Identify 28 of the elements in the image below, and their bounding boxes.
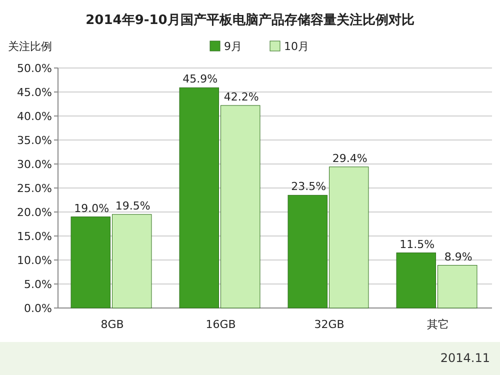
- y-tick-label: 5.0%: [24, 278, 52, 291]
- y-tick-label: 20.0%: [17, 206, 52, 219]
- data-label: 8.9%: [444, 250, 472, 264]
- x-tick-label: 8GB: [100, 318, 124, 331]
- y-tick-label: 45.0%: [17, 86, 52, 99]
- x-tick-label: 32GB: [314, 318, 344, 331]
- y-tick-label: 10.0%: [17, 254, 52, 267]
- y-tick-label: 0.0%: [24, 302, 52, 315]
- y-tick-label: 25.0%: [17, 182, 52, 195]
- data-label: 42.2%: [224, 90, 259, 104]
- data-label: 19.0%: [74, 202, 110, 215]
- y-tick-label: 50.0%: [17, 62, 52, 75]
- y-tick-label: 40.0%: [17, 110, 52, 123]
- data-label: 11.5%: [400, 238, 435, 251]
- y-axis-title: 关注比例: [8, 40, 52, 53]
- legend-label: 10月: [284, 40, 309, 53]
- x-tick-label: 16GB: [206, 318, 236, 331]
- data-label: 23.5%: [291, 180, 326, 194]
- chart-title: 2014年9-10月国产平板电脑产品存储容量关注比例对比: [86, 12, 414, 28]
- data-label: 19.5%: [115, 199, 150, 212]
- data-label: 29.4%: [332, 152, 368, 165]
- y-tick-label: 35.0%: [17, 134, 52, 147]
- y-tick-label: 30.0%: [17, 158, 52, 171]
- text: 2014.11: [440, 351, 490, 365]
- legend-label: 9月: [224, 40, 242, 53]
- data-label: 45.9%: [182, 72, 218, 86]
- x-tick-label: 其它: [426, 318, 449, 331]
- y-tick-label: 15.0%: [17, 230, 52, 243]
